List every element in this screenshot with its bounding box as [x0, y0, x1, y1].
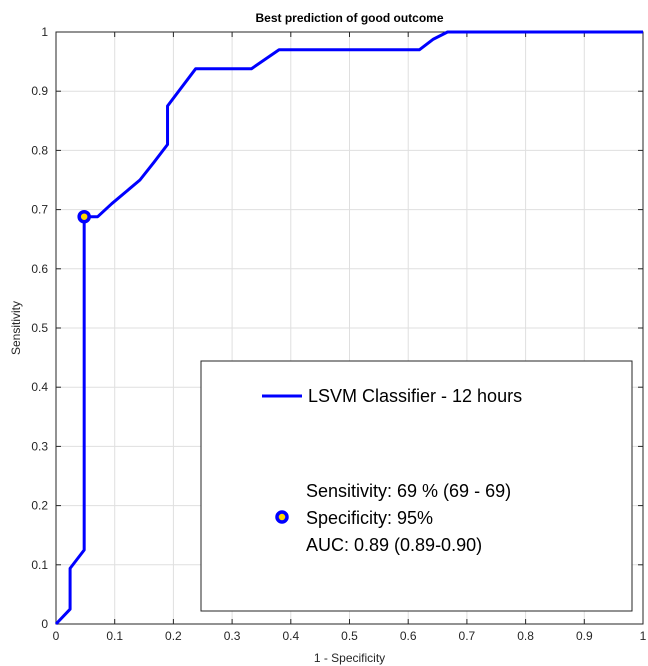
y-tick-label: 0.7	[31, 203, 48, 217]
legend-stat-line: Specificity: 95%	[306, 508, 433, 528]
legend-stat-line: Sensitivity: 69 % (69 - 69)	[306, 481, 511, 501]
operating-point-marker	[77, 209, 91, 224]
x-tick-label: 0.3	[224, 629, 241, 643]
y-tick-label: 0.6	[31, 262, 48, 276]
series-layer	[54, 30, 643, 626]
legend-marker-swatch	[275, 510, 289, 524]
y-tick-label: 0.9	[31, 84, 48, 98]
tick-layer: 0 0.1 0.2 0.3 0.4 0.5 0.6 0.7 0.8 0.9 1 0 0.1 0.2 0.3 0…	[31, 25, 646, 643]
legend-stat-line: AUC: 0.89 (0.89-0.90)	[306, 535, 482, 555]
y-tick-label: 1	[41, 25, 48, 39]
x-tick-label: 0.4	[282, 629, 299, 643]
y-tick-label: 0.2	[31, 499, 48, 513]
x-tick-label: 0.8	[517, 629, 534, 643]
chart-title: Best prediction of good outcome	[256, 11, 444, 25]
roc-curve-line	[54, 30, 643, 626]
x-tick-label: 0.7	[459, 629, 476, 643]
y-tick-label: 0.8	[31, 143, 48, 157]
x-tick-label: 0.9	[576, 629, 593, 643]
x-tick-label: 0.6	[400, 629, 417, 643]
legend-frame	[200, 360, 633, 612]
x-tick-label: 0.2	[165, 629, 182, 643]
x-tick-label: 0.1	[106, 629, 123, 643]
y-tick-label: 0.5	[31, 321, 48, 335]
y-tick-label: 0.1	[31, 558, 48, 572]
x-tick-label: 1	[640, 629, 647, 643]
y-axis-label: Sensitivity	[9, 301, 23, 355]
y-tick-label: 0.4	[31, 380, 48, 394]
x-tick-label: 0	[53, 629, 60, 643]
legend-series-label: LSVM Classifier - 12 hours	[308, 386, 522, 406]
x-axis-label: 1 - Specificity	[314, 651, 385, 665]
y-tick-label: 0.3	[31, 439, 48, 453]
legend-box: LSVM Classifier - 12 hours Sensitivity: 6…	[200, 360, 633, 612]
y-tick-label: 0	[41, 617, 48, 631]
x-tick-label: 0.5	[341, 629, 358, 643]
